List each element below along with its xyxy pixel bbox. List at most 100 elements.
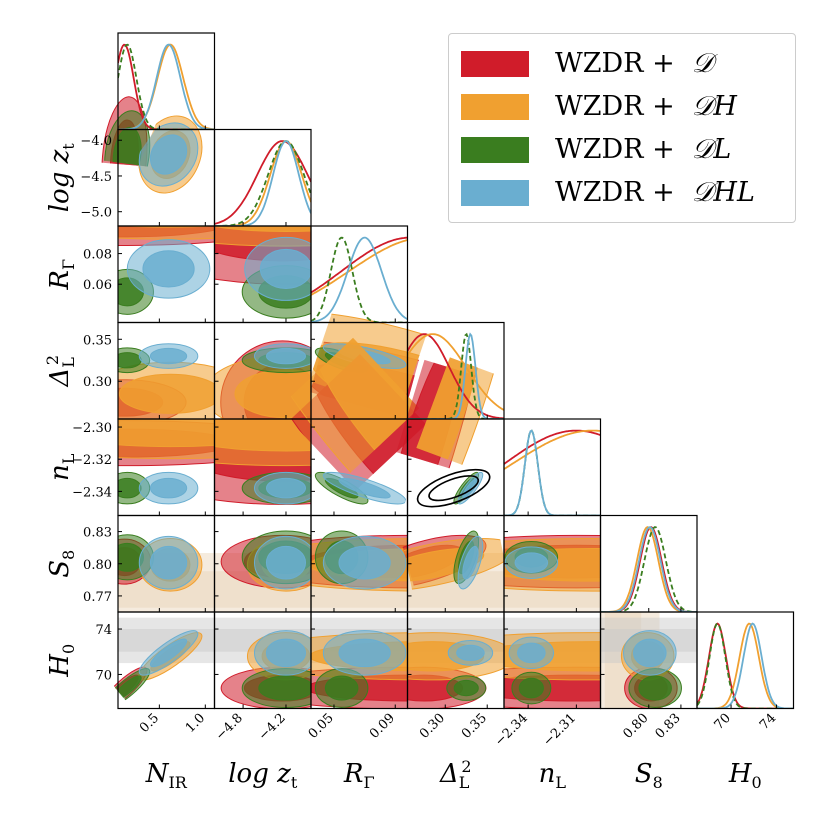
y-axis-label: nL (45, 453, 78, 481)
y-tick-label: 74 (95, 623, 112, 638)
posterior-wzdrdhl (697, 622, 794, 709)
external-ellipse (416, 468, 491, 508)
y-tick-label: 0.83 (83, 526, 112, 541)
y-axis-label: log zt (45, 143, 78, 213)
y-tick-label: −2.32 (72, 453, 112, 468)
x-axis-label: log zt (228, 759, 298, 792)
contour-wzdrdhl (265, 638, 307, 668)
y-tick-label: 70 (95, 668, 112, 683)
y-tick-label: −4.0 (80, 134, 112, 149)
y-tick-label: 0.06 (83, 278, 112, 293)
x-tick-label: 0.35 (459, 711, 490, 742)
y-tick-label: −4.5 (80, 170, 112, 185)
contour-wzdrdl (258, 675, 311, 701)
x-axis-label: S8 (635, 759, 663, 792)
legend-prefix: WZDR + (555, 134, 675, 165)
legend-dataset: 𝒟HL (691, 177, 755, 208)
x-axis-label: H0 (728, 759, 762, 792)
x-axis-label: NIR (145, 759, 188, 792)
posterior-wzdrdl (600, 526, 697, 612)
y-tick-label: 0.80 (83, 558, 112, 573)
y-tick-label: 0.35 (83, 333, 112, 348)
y-axis-label: S8 (45, 550, 78, 578)
x-tick-label: 74 (757, 711, 779, 733)
axis-labels: NIR log zt log zt RΓ RΓ ΔL2 ΔL2 nL nL S8 S8 H0 H0 (43, 143, 762, 792)
panel-frames (117, 32, 795, 710)
posterior-wzdrd (311, 236, 408, 294)
contour-wzdrdhl (338, 545, 391, 580)
contour-wzdrdl (118, 542, 144, 572)
contour-wzdrdhl (462, 545, 479, 580)
contour-wzdrdhl (259, 248, 311, 289)
x-tick-label: 0.30 (417, 711, 448, 742)
contour-wzdrdh (214, 226, 311, 233)
posterior-wzdrdh (504, 429, 601, 470)
posterior-wzdrdhl (214, 140, 311, 226)
x-tick-label: 70 (712, 711, 734, 733)
contour-wzdrdhl (456, 644, 485, 662)
contour-wzdrdl (518, 677, 544, 699)
y-tick-label: 0.30 (83, 375, 112, 390)
y-tick-label: −2.34 (72, 485, 112, 500)
posterior-wzdrdl (697, 622, 794, 709)
contour-wzdrdh (214, 419, 311, 452)
y-tick-label: −5.0 (80, 206, 112, 221)
legend-prefix: WZDR + (555, 177, 675, 208)
contour-wzdrdhl (149, 477, 188, 499)
y-tick-label: 0.77 (83, 590, 112, 605)
x-tick-label: −2.34 (492, 711, 531, 750)
posterior-wzdrd (407, 333, 504, 419)
panel-frame (696, 611, 795, 710)
x-tick-label: −2.31 (540, 711, 579, 750)
legend-dataset: 𝒟 (691, 48, 714, 79)
posterior-wzdrdh (311, 239, 408, 296)
legend-dataset: 𝒟L (691, 134, 732, 165)
x-tick-label: 0.83 (653, 711, 684, 742)
posterior-wzdrdhl (504, 429, 601, 516)
x-tick-label: 0.05 (306, 711, 337, 742)
legend-prefix: WZDR + (555, 48, 675, 79)
x-tick-label: −4.8 (213, 711, 246, 744)
posterior-lines (118, 43, 794, 709)
legend-entry-d: WZDR + 𝒟 (461, 45, 713, 83)
x-tick-label: 0.80 (620, 711, 651, 742)
x-tick-label: 1.0 (183, 711, 208, 736)
x-tick-label: 0.5 (137, 711, 162, 736)
y-axis-label: ΔL2 (43, 355, 78, 388)
contour-wzdrdhl (149, 347, 188, 365)
panel-frame (213, 128, 312, 227)
contour-wzdrdhl (514, 552, 549, 573)
x-axis-label: RΓ (343, 759, 375, 792)
legend-entry-dhl: WZDR + 𝒟HL (461, 174, 755, 212)
posterior-wzdrdl (214, 140, 311, 226)
legend-swatch (461, 94, 529, 120)
legend-prefix: WZDR + (555, 91, 675, 122)
contour-wzdrdhl (338, 477, 391, 499)
external-ellipse (428, 475, 480, 502)
y-tick-label: −2.30 (72, 421, 112, 436)
posterior-wzdrdh (697, 622, 794, 709)
posterior-wzdrdhl (118, 43, 215, 130)
x-axis-label: nL (539, 759, 567, 792)
contour-wzdrdhl (265, 477, 307, 499)
y-tick-label: 0.08 (83, 248, 112, 263)
contour-wzdrdh (118, 373, 215, 414)
posterior-wzdrdl (118, 43, 215, 130)
contour-wzdrdl (638, 675, 672, 701)
legend-dataset: 𝒟H (691, 91, 737, 122)
contour-wzdrdh (118, 419, 215, 448)
legend-entry-dh: WZDR + 𝒟H (461, 88, 737, 126)
x-tick-label: 0.09 (367, 711, 398, 742)
posterior-wzdrd (118, 43, 215, 130)
x-tick-label: −4.2 (256, 711, 289, 744)
contour-wzdrdhl (149, 134, 188, 175)
legend: WZDR + 𝒟 WZDR + 𝒟H WZDR + 𝒟L WZDR + 𝒟HL (448, 33, 796, 223)
contour-wzdrdh (416, 357, 485, 482)
contour-wzdrdl (453, 679, 479, 697)
contour-fills (101, 96, 682, 709)
posterior-wzdrdl (311, 236, 408, 323)
y-axis-label: RΓ (45, 259, 78, 291)
posterior-wzdrdhl (311, 236, 408, 323)
posterior-wzdrd (697, 622, 794, 709)
